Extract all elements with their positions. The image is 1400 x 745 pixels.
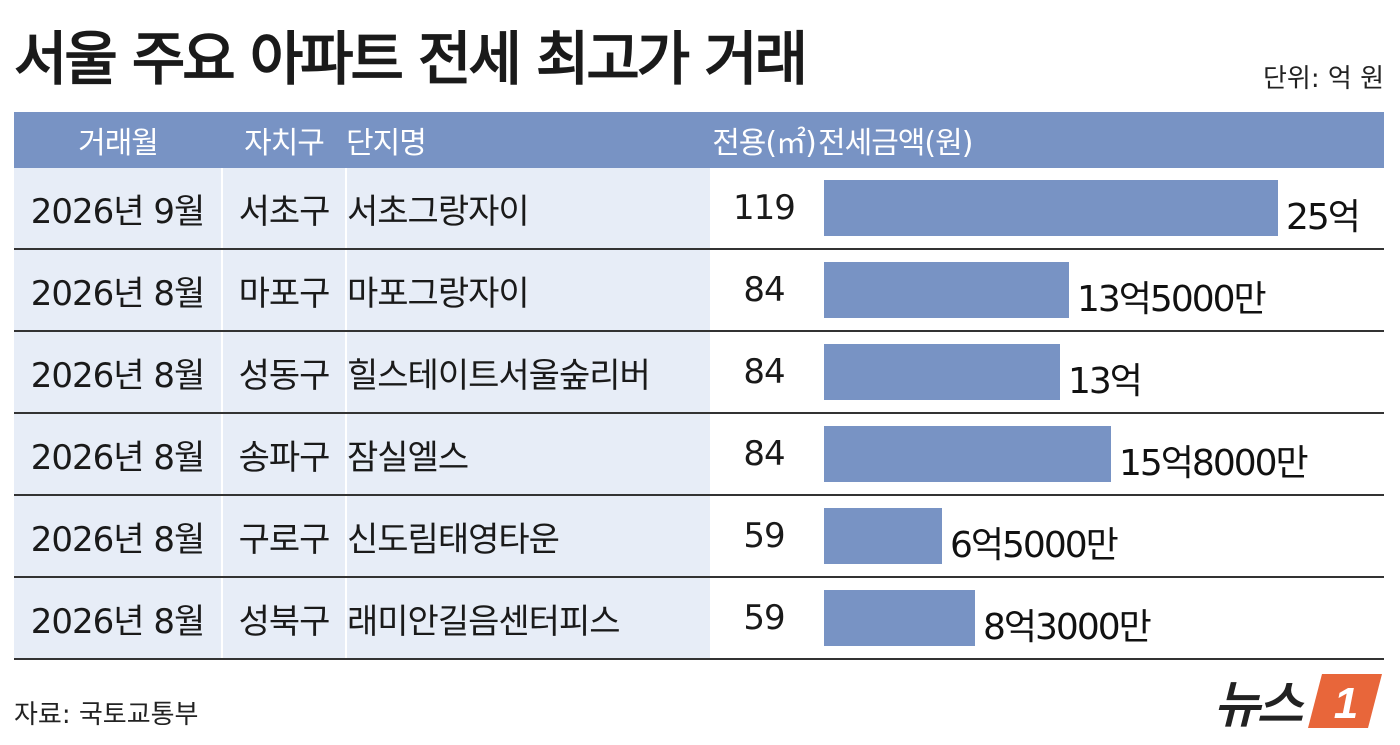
cell-price: 13억 (818, 331, 1384, 414)
cell-gu: 성북구 (221, 577, 347, 660)
cell-month: 2026년 9월 (14, 168, 222, 250)
cell-name: 힐스테이트서울숲리버 (346, 331, 710, 414)
cell-name: 신도림태영타운 (346, 495, 710, 578)
cell-area: 84 (710, 249, 818, 332)
cell-price: 6억5000만 (818, 495, 1384, 578)
header-price: 전세금액(원) (818, 112, 1384, 168)
table-row: 2026년 8월 구로구 신도림태영타운 59 6억5000만 (14, 495, 1384, 578)
table-row: 2026년 8월 마포구 마포그랑자이 84 13억5000만 (14, 249, 1384, 332)
table-row: 2026년 8월 성동구 힐스테이트서울숲리버 84 13억 (14, 331, 1384, 414)
cell-month: 2026년 8월 (14, 577, 222, 660)
header-name: 단지명 (346, 112, 710, 168)
price-label: 8억3000만 (983, 607, 1152, 648)
logo-mark-text: 1 (1334, 679, 1358, 728)
logo-text: 뉴스 (1214, 676, 1303, 734)
cell-area: 59 (710, 495, 818, 578)
cell-gu: 성동구 (221, 331, 347, 414)
price-label: 25억 (1286, 197, 1361, 238)
header-month: 거래월 (14, 112, 222, 168)
unit-label: 단위: 억 원 (1263, 64, 1384, 94)
cell-price: 15억8000만 (818, 413, 1384, 496)
table-row: 2026년 9월 서초구 서초그랑자이 119 25억 (14, 168, 1384, 250)
deal-table: 거래월 자치구 단지명 전용(㎡) 전세금액(원) 2026년 9월 서초구 서초그… (14, 112, 1384, 660)
cell-month: 2026년 8월 (14, 495, 222, 578)
logo-mark-shape (1308, 674, 1382, 728)
price-label: 15억8000만 (1119, 443, 1309, 484)
cell-name: 마포그랑자이 (346, 249, 710, 332)
cell-name: 서초그랑자이 (346, 168, 710, 250)
cell-area: 59 (710, 577, 818, 660)
source-note: 자료: 국토교통부 (14, 700, 199, 730)
cell-area: 119 (710, 168, 818, 250)
table-row: 2026년 8월 성북구 래미안길음센터피스 59 8억3000만 (14, 577, 1384, 660)
price-bar (824, 426, 1111, 482)
header-gu: 자치구 (222, 112, 346, 168)
price-bar (824, 262, 1069, 318)
news1-logo: 뉴스 1 (1214, 668, 1386, 734)
cell-month: 2026년 8월 (14, 331, 222, 414)
cell-area: 84 (710, 331, 818, 414)
cell-gu: 마포구 (221, 249, 347, 332)
cell-month: 2026년 8월 (14, 413, 222, 496)
price-bar (824, 508, 942, 564)
cell-price: 8억3000만 (818, 577, 1384, 660)
price-label: 6억5000만 (950, 525, 1119, 566)
cell-month: 2026년 8월 (14, 249, 222, 332)
price-bar (824, 180, 1278, 236)
table-row: 2026년 8월 송파구 잠실엘스 84 15억8000만 (14, 413, 1384, 496)
cell-name: 잠실엘스 (346, 413, 710, 496)
cell-area: 84 (710, 413, 818, 496)
cell-gu: 구로구 (221, 495, 347, 578)
price-bar (824, 590, 975, 646)
price-label: 13억 (1068, 361, 1143, 402)
price-label: 13억5000만 (1077, 279, 1267, 320)
header-area: 전용(㎡) (710, 112, 818, 168)
cell-price: 25억 (818, 168, 1384, 250)
logo-mark-icon: 1 (1308, 674, 1382, 728)
cell-name: 래미안길음센터피스 (346, 577, 710, 660)
price-bar (824, 344, 1060, 400)
cell-gu: 송파구 (221, 413, 347, 496)
cell-gu: 서초구 (221, 168, 347, 250)
page-title: 서울 주요 아파트 전세 최고가 거래 (14, 25, 808, 93)
table-header-row: 거래월 자치구 단지명 전용(㎡) 전세금액(원) (14, 112, 1384, 168)
cell-price: 13억5000만 (818, 249, 1384, 332)
